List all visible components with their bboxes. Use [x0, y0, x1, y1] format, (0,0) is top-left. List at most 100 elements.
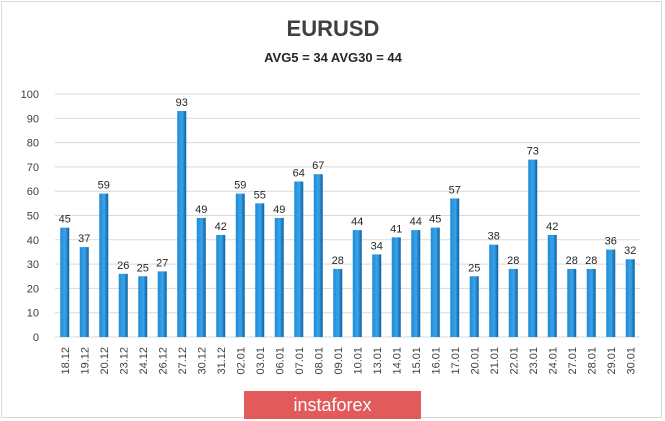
x-tick-label: 24.12: [138, 347, 150, 375]
data-label: 25: [137, 262, 149, 274]
x-tick-label: 08.01: [313, 347, 325, 375]
data-label: 34: [371, 240, 383, 252]
y-tick-label: 20: [27, 283, 39, 295]
bar: [450, 198, 460, 337]
bar: [138, 276, 148, 337]
x-tick-label: 30.12: [196, 347, 208, 375]
bar: [469, 276, 479, 337]
y-tick-label: 100: [21, 89, 39, 101]
x-tick-label: 23.12: [118, 347, 130, 375]
data-label: 67: [312, 160, 324, 172]
data-label: 27: [156, 257, 168, 269]
x-tick-label: 28.01: [586, 347, 598, 375]
bar: [60, 227, 70, 337]
data-label: 59: [234, 180, 246, 192]
x-tick-label: 21.01: [489, 347, 501, 375]
data-label: 37: [78, 233, 90, 245]
x-tick-label: 23.01: [528, 347, 540, 375]
data-label: 26: [117, 260, 129, 272]
bar: [625, 259, 635, 337]
bar: [118, 273, 128, 337]
bar: [235, 193, 245, 337]
x-tick-label: 27.01: [567, 347, 579, 375]
x-tick-label: 13.01: [372, 347, 384, 375]
gridlines: [55, 93, 640, 338]
x-tick-label: 14.01: [391, 347, 403, 375]
data-label: 28: [566, 255, 578, 267]
x-tick-label: 15.01: [411, 347, 423, 375]
bar: [313, 174, 323, 337]
bar: [567, 268, 577, 337]
x-tick-label: 02.01: [235, 347, 247, 375]
x-tick-label: 26.12: [157, 347, 169, 375]
data-label: 42: [215, 221, 227, 233]
x-tick-label: 22.01: [508, 347, 520, 375]
x-tick-label: 19.12: [79, 347, 91, 375]
data-label: 36: [605, 236, 617, 248]
data-label: 44: [410, 216, 422, 228]
bar: [606, 249, 616, 337]
data-label: 64: [293, 167, 305, 179]
bar: [79, 247, 89, 337]
bar: [352, 230, 362, 337]
data-label: 55: [254, 189, 266, 201]
data-label: 28: [585, 255, 597, 267]
bar: [294, 181, 304, 337]
bar: [391, 237, 401, 337]
bar: [430, 227, 440, 337]
x-tick-label: 16.01: [430, 347, 442, 375]
y-tick-label: 40: [27, 235, 39, 247]
y-tick-label: 70: [27, 162, 39, 174]
data-label: 28: [332, 255, 344, 267]
data-label: 49: [273, 204, 285, 216]
data-label: 28: [507, 255, 519, 267]
data-label: 93: [176, 97, 188, 109]
data-labels: 45 37 59 26 25 27 93 49 42 59 55 49 64 67 28 44 34 41 44 45…: [59, 97, 637, 274]
bar: [586, 268, 596, 337]
data-label: 49: [195, 204, 207, 216]
bar: [216, 234, 226, 337]
bar: [508, 268, 518, 337]
bar: [255, 203, 265, 337]
bar: [99, 193, 109, 337]
chart-subtitle: AVG5 = 34 AVG30 = 44: [264, 50, 403, 65]
data-label: 57: [449, 184, 461, 196]
x-tick-label: 10.01: [352, 347, 364, 375]
x-tick-label: 17.01: [450, 347, 462, 375]
data-label: 45: [429, 214, 441, 226]
bar: [411, 230, 421, 337]
y-tick-label: 0: [33, 332, 39, 344]
x-tick-label: 20.01: [469, 347, 481, 375]
bar: [196, 217, 206, 337]
x-tick-label: 29.01: [606, 347, 618, 375]
bar: [274, 217, 284, 337]
y-tick-label: 10: [27, 308, 39, 320]
bars: [60, 111, 635, 337]
x-tick-label: 03.01: [255, 347, 267, 375]
data-label: 59: [98, 180, 110, 192]
bar: [547, 234, 557, 337]
y-axis: 0 10 20 30 40 50 60 70 80 90 100: [21, 89, 39, 344]
data-label: 73: [527, 146, 539, 158]
y-tick-label: 30: [27, 259, 39, 271]
y-tick-label: 80: [27, 138, 39, 150]
y-tick-label: 60: [27, 186, 39, 198]
x-tick-label: 27.12: [177, 347, 189, 375]
data-label: 42: [546, 221, 558, 233]
data-label: 32: [624, 245, 636, 257]
x-tick-label: 31.12: [216, 347, 228, 375]
bar: [528, 159, 538, 337]
x-axis: 18.12 19.12 20.12 23.12 24.12 26.12 27.12 30.12…: [60, 347, 638, 375]
x-tick-label: 09.01: [333, 347, 345, 375]
bar: [489, 244, 499, 337]
x-tick-label: 20.12: [99, 347, 111, 375]
bar: [157, 271, 167, 337]
x-tick-label: 18.12: [60, 347, 72, 375]
x-tick-label: 06.01: [274, 347, 286, 375]
instaforex-watermark: instaforex: [244, 391, 421, 419]
y-tick-label: 90: [27, 113, 39, 125]
bar: [372, 254, 382, 337]
x-tick-label: 24.01: [547, 347, 559, 375]
